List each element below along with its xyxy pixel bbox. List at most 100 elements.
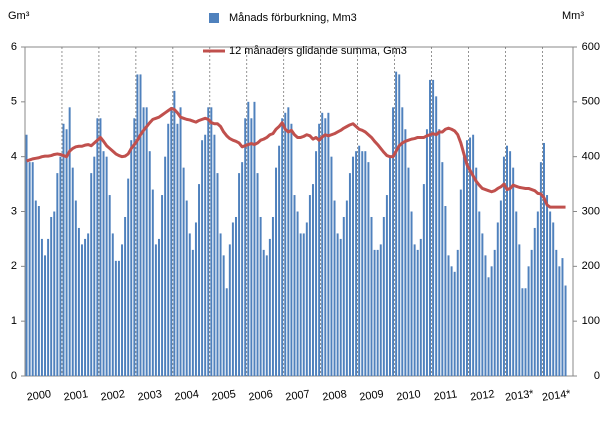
- bar: [308, 195, 311, 376]
- bar: [161, 195, 164, 376]
- x-tick-label: 2005: [211, 388, 237, 403]
- x-tick-label: 2010: [396, 388, 422, 403]
- bar: [247, 101, 250, 376]
- bar: [432, 79, 435, 377]
- bar: [453, 271, 456, 376]
- bar: [139, 74, 142, 377]
- y-tick-label: 6: [11, 41, 17, 53]
- bar: [524, 288, 527, 376]
- bar: [188, 233, 191, 376]
- bar: [259, 216, 262, 376]
- x-tick-label: 2008: [322, 388, 348, 403]
- y2-tick-label: 200: [582, 260, 600, 272]
- bar: [170, 107, 173, 377]
- bar: [207, 107, 210, 377]
- bar: [339, 238, 342, 376]
- bar: [154, 244, 157, 376]
- bar: [222, 255, 225, 376]
- bar: [321, 112, 324, 377]
- bar: [47, 238, 50, 376]
- x-tick-label: 2004: [174, 388, 200, 403]
- bar: [265, 255, 268, 376]
- bar: [253, 101, 256, 376]
- bar: [201, 140, 204, 376]
- bar: [330, 156, 333, 376]
- bar: [191, 249, 194, 376]
- legend-swatch: [209, 13, 219, 23]
- bar: [250, 118, 253, 377]
- bar: [493, 249, 496, 376]
- bar: [130, 140, 133, 376]
- y2-tick-label: 400: [582, 151, 600, 163]
- bar: [157, 238, 160, 376]
- y2-axis-label: Mm³: [562, 10, 584, 22]
- bar: [392, 107, 395, 377]
- bar: [555, 249, 558, 376]
- bar: [382, 216, 385, 376]
- x-tick-label: 2011: [433, 388, 458, 403]
- bar: [164, 156, 167, 376]
- bar: [385, 195, 388, 376]
- bar: [59, 156, 62, 376]
- bar: [515, 211, 518, 376]
- bar: [256, 173, 259, 376]
- bar: [136, 74, 139, 377]
- bar: [34, 200, 37, 376]
- bar: [370, 216, 373, 376]
- x-tick-label: 2012: [469, 388, 495, 403]
- bar: [302, 233, 305, 376]
- bar: [204, 134, 207, 376]
- bar: [90, 173, 93, 376]
- bar: [102, 151, 105, 376]
- bar: [31, 162, 34, 376]
- bar: [342, 216, 345, 376]
- y2-tick-label: 300: [582, 205, 600, 217]
- bar: [179, 107, 182, 377]
- bar: [506, 145, 509, 376]
- y-tick-label: 3: [11, 205, 17, 217]
- x-tick-label: 2006: [248, 388, 274, 403]
- bar: [268, 238, 271, 376]
- bar: [546, 195, 549, 376]
- bar: [37, 206, 40, 376]
- bar: [401, 107, 404, 377]
- bar: [176, 123, 179, 377]
- bar: [481, 233, 484, 376]
- legend-label: Månads förburkning, Mm3: [229, 12, 357, 24]
- x-tick-label: 2009: [359, 388, 385, 403]
- bar: [62, 123, 65, 377]
- bar: [539, 162, 542, 376]
- bar: [50, 216, 53, 376]
- bar: [133, 118, 136, 377]
- y2-tick-label: 0: [594, 370, 600, 382]
- bar: [388, 156, 391, 376]
- bar: [496, 222, 499, 376]
- y-tick-label: 4: [11, 151, 17, 163]
- bar: [173, 90, 176, 376]
- bar: [182, 167, 185, 376]
- bar: [536, 211, 539, 376]
- bar: [456, 249, 459, 376]
- bar: [441, 162, 444, 376]
- y2-tick-label: 600: [582, 41, 600, 53]
- x-tick-label: 2001: [63, 388, 89, 403]
- bar: [429, 79, 432, 377]
- bar: [542, 142, 545, 376]
- y-axis-label: Gm³: [8, 10, 30, 22]
- bar: [376, 249, 379, 376]
- bar: [425, 129, 428, 376]
- bar: [465, 140, 468, 376]
- bar: [238, 173, 241, 376]
- bar: [87, 233, 90, 376]
- bar: [422, 184, 425, 376]
- bar: [305, 222, 308, 376]
- bar: [71, 167, 74, 376]
- bar: [530, 249, 533, 376]
- bar: [345, 200, 348, 376]
- bar: [287, 107, 290, 377]
- bar: [352, 156, 355, 376]
- bar: [111, 233, 114, 376]
- bar: [336, 233, 339, 376]
- bar: [278, 145, 281, 376]
